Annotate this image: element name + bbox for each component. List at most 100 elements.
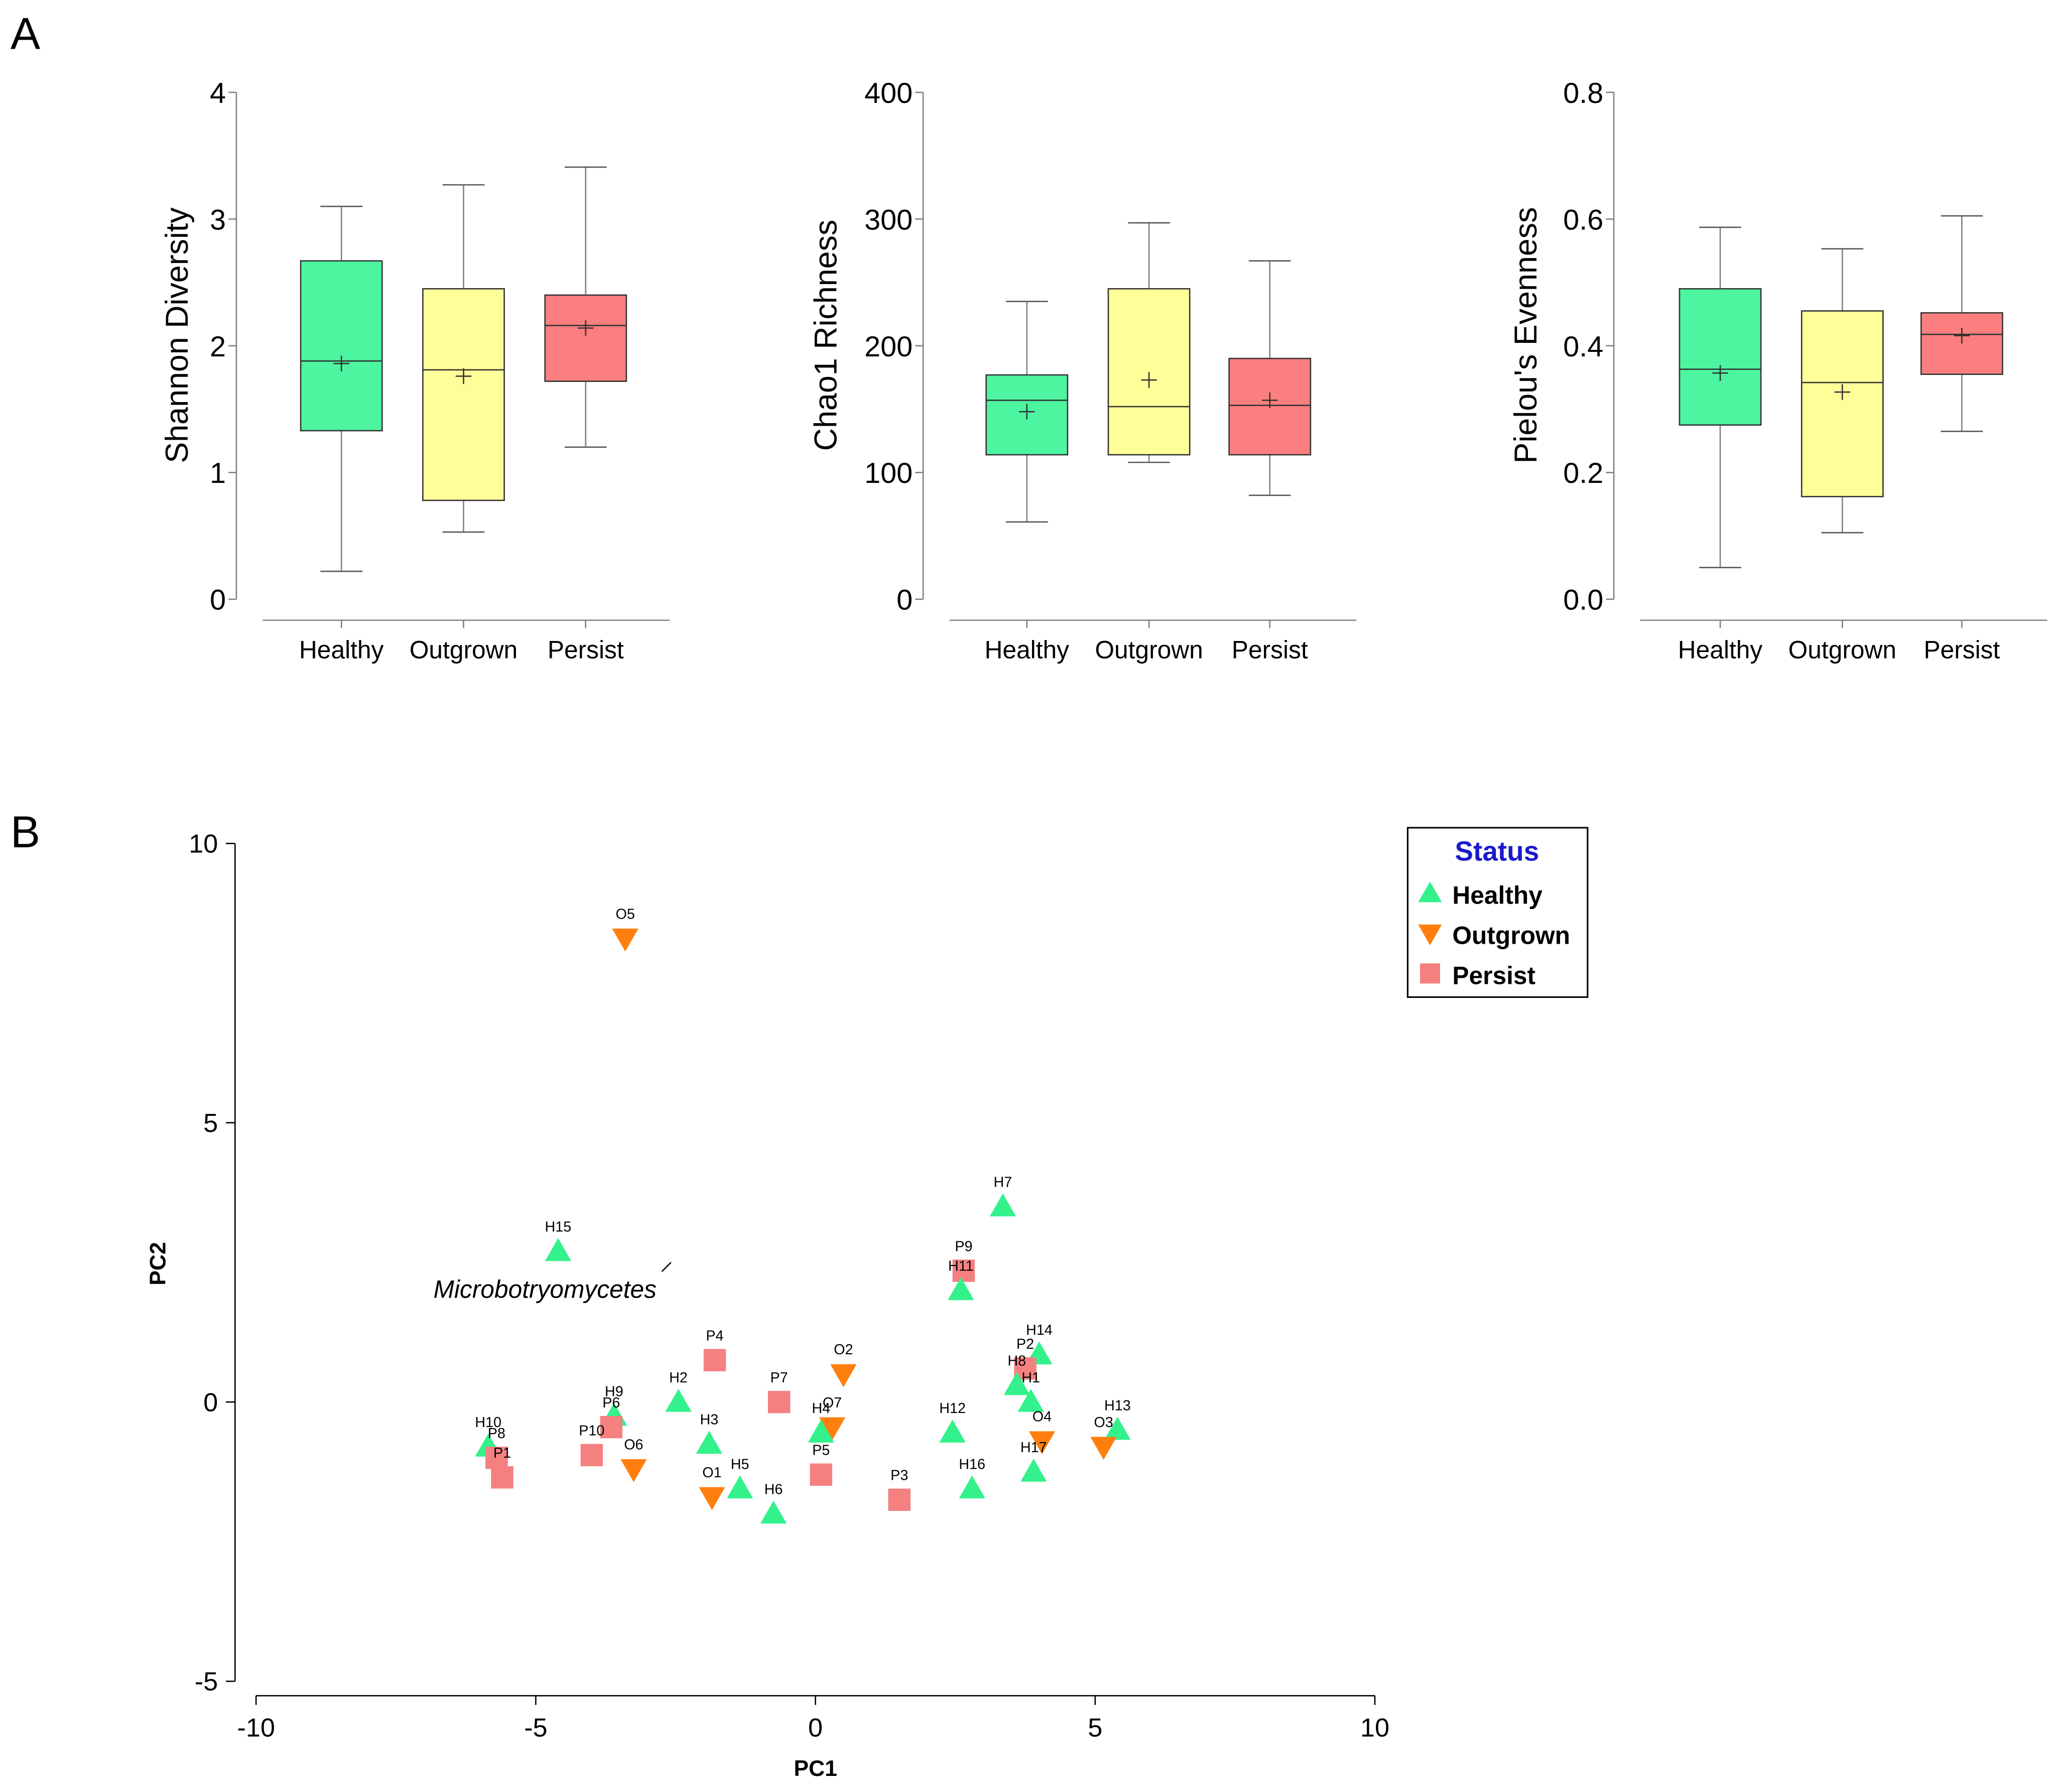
data-point-h3: H3	[696, 1412, 722, 1454]
box-healthy	[1679, 226, 1762, 568]
x-tick-label: Healthy	[985, 635, 1070, 664]
persist-marker	[810, 1463, 832, 1486]
y-tick-label: 2	[210, 331, 226, 363]
point-label: H12	[939, 1400, 966, 1417]
data-point-h8: H8	[1003, 1353, 1030, 1395]
pca-ylabel: PC2	[146, 1242, 171, 1286]
point-label: O3	[1094, 1415, 1113, 1431]
box-outgrown	[422, 184, 505, 533]
point-label: P2	[1016, 1336, 1034, 1352]
healthy-marker	[959, 1475, 985, 1499]
box-persist	[1228, 260, 1312, 496]
persist-marker	[1420, 963, 1440, 984]
y-tick-label: 0.4	[1563, 331, 1603, 363]
legend-title: Status	[1455, 835, 1539, 866]
point-label: P6	[602, 1395, 620, 1411]
boxplot-shannon-yticks: 0 1 2 3 4	[210, 77, 236, 616]
healthy-marker	[939, 1420, 966, 1443]
persist-marker	[485, 1447, 508, 1469]
healthy-marker	[808, 1420, 834, 1443]
data-point-o7: O7	[819, 1395, 846, 1441]
healthy-marker	[696, 1431, 722, 1454]
point-label: P1	[493, 1445, 511, 1461]
data-point-p4: P4	[703, 1328, 726, 1371]
point-label: O5	[615, 906, 634, 922]
data-point-h7: H7	[989, 1174, 1016, 1217]
data-point-h5: H5	[726, 1456, 753, 1499]
data-point-h17: H17	[1020, 1440, 1047, 1482]
boxplot-chao1: 0 100 200 300 400 Healthy Outgrown Persist Cha…	[808, 77, 1357, 664]
persist-marker	[767, 1390, 791, 1414]
healthy-marker	[989, 1193, 1016, 1217]
legend-label: Persist	[1452, 961, 1535, 989]
legend: Status Healthy Outgrown Persist	[1406, 827, 1589, 998]
data-point-o4: O4	[1028, 1409, 1056, 1455]
outgrown-marker	[620, 1459, 647, 1482]
iqr-box	[1800, 310, 1884, 497]
x-tick-label: Healthy	[299, 635, 384, 664]
y-tick-label: 0	[210, 584, 226, 616]
data-point-h13: H13	[1104, 1397, 1131, 1440]
y-tick-label: 1	[210, 457, 226, 489]
data-point-p3: P3	[888, 1468, 911, 1511]
point-label: P8	[488, 1426, 505, 1442]
outgrown-marker	[699, 1487, 725, 1510]
y-tick-label: 100	[864, 457, 913, 489]
pca-y-tick-label: -5	[195, 1668, 218, 1697]
point-label: O6	[624, 1437, 643, 1453]
data-point-h11: H11	[948, 1258, 974, 1301]
data-point-h15: H15	[545, 1219, 572, 1261]
data-point-p9: P9	[952, 1238, 975, 1282]
iqr-box	[1920, 312, 2003, 375]
boxplot-chao1-ylabel: Chao1 Richness	[808, 220, 843, 451]
x-tick-label: Outgrown	[1095, 635, 1203, 664]
legend-label: Healthy	[1452, 881, 1542, 910]
point-label: P4	[706, 1328, 723, 1344]
point-label: H6	[764, 1481, 783, 1497]
pca-x-tick-label: 5	[1088, 1713, 1102, 1742]
data-point-p10: P10	[579, 1423, 604, 1467]
point-label: O7	[823, 1395, 842, 1411]
pca-yticks: -5 0 5 10	[189, 830, 235, 1697]
iqr-box	[1679, 288, 1762, 426]
point-label: H2	[669, 1370, 688, 1386]
iqr-box	[544, 294, 627, 382]
healthy-marker	[545, 1238, 572, 1261]
persist-marker	[580, 1444, 603, 1467]
point-label: P3	[890, 1468, 908, 1484]
point-label: O1	[702, 1465, 721, 1481]
point-label: H5	[731, 1456, 749, 1472]
point-label: P9	[955, 1238, 972, 1254]
box-healthy	[300, 205, 383, 572]
boxplot-shannon: 0 1 2 3 4 Healthy Outgrown Persist Shannon Div…	[160, 77, 670, 664]
healthy-marker	[1020, 1458, 1047, 1482]
legend-entry-outgrown: Outgrown	[1418, 921, 1570, 949]
data-point-h6: H6	[760, 1481, 787, 1524]
data-point-h1: H1	[1017, 1370, 1044, 1412]
panel-label-b: B	[11, 807, 40, 857]
y-tick-label: 300	[864, 204, 913, 236]
point-label: H4	[812, 1400, 830, 1417]
healthy-marker	[1418, 881, 1442, 903]
persist-marker	[703, 1349, 726, 1371]
point-label: H10	[475, 1415, 501, 1431]
y-tick-label: 0.0	[1563, 584, 1603, 616]
data-point-o1: O1	[699, 1465, 725, 1510]
healthy-marker	[948, 1277, 974, 1301]
x-tick-label: Persist	[548, 635, 624, 664]
boxplot-shannon-boxes	[300, 166, 627, 572]
y-tick-label: 0.6	[1563, 204, 1603, 236]
persist-marker	[952, 1259, 975, 1282]
outgrown-marker	[830, 1364, 857, 1387]
point-label: P7	[770, 1370, 788, 1386]
pca-y-tick-label: 0	[203, 1388, 218, 1417]
box-healthy	[985, 301, 1069, 523]
data-point-o6: O6	[620, 1437, 647, 1482]
point-label: H16	[959, 1456, 985, 1472]
data-point-p7: P7	[767, 1370, 791, 1414]
healthy-marker	[1017, 1388, 1044, 1412]
data-point-p1: P1	[491, 1445, 513, 1489]
iqr-box	[422, 288, 505, 501]
